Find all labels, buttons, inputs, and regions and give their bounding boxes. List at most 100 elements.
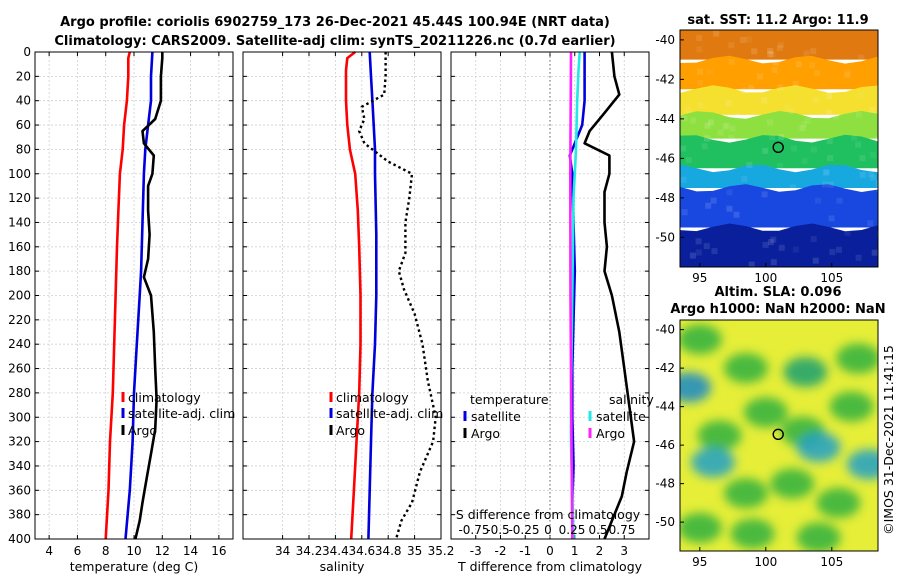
- legend-salinity-header: salinity: [609, 392, 654, 407]
- sst-texture-pixel: [769, 134, 776, 141]
- sla-eddy: [796, 522, 841, 551]
- sst-texture-pixel: [822, 181, 828, 188]
- sst-zone: [680, 184, 878, 228]
- x-tick-label: 35.2: [428, 544, 455, 558]
- sla-map-title-line2: Argo h1000: NaN h2000: NaN: [670, 302, 885, 317]
- sla-eddies: [680, 324, 878, 551]
- sst-texture-pixel: [684, 106, 691, 113]
- depth-tick-label: 260: [8, 362, 31, 376]
- legend-label-temperature-satellite: satellite: [471, 409, 521, 424]
- sst-texture-pixel: [757, 73, 763, 80]
- depth-tick-label: 380: [8, 508, 31, 522]
- sst-texture-pixel: [733, 211, 740, 218]
- lat-tick-label: -44: [655, 400, 675, 414]
- sst-texture-pixel: [778, 244, 785, 251]
- sst-texture-pixel: [697, 79, 704, 86]
- sst-texture-pixel: [708, 119, 714, 126]
- sla-eddy: [724, 478, 768, 509]
- sst-texture-pixel: [778, 134, 785, 140]
- salinity-profile-panel: 34 34.2 34.4 34.6 34.8 35 35.2 salinity climatol…: [242, 50, 455, 574]
- sst-texture-pixel: [826, 138, 833, 145]
- depth-tick-label: 80: [16, 142, 31, 156]
- depth-tick-label: 320: [8, 435, 31, 449]
- depth-tick-label: 120: [8, 191, 31, 205]
- x-tick-label: 4: [45, 544, 53, 558]
- sst-texture-pixel: [703, 135, 710, 142]
- sst-texture-pixel: [851, 134, 858, 141]
- sst-texture-pixel: [792, 246, 799, 253]
- sst-texture-pixel: [726, 189, 733, 196]
- x-tick-label: 34.6: [348, 544, 375, 558]
- x-axis-label: T difference from climatology: [457, 559, 643, 574]
- series-line-satellite-adj-clim: [124, 51, 154, 540]
- sst-texture-pixel: [870, 151, 876, 158]
- sla-eddy: [680, 512, 722, 543]
- lat-tick-label: -42: [655, 361, 675, 375]
- legend-temperature-header: temperature: [470, 392, 549, 407]
- lon-tick-label: 100: [754, 555, 777, 569]
- legend-label-salinity-satellite: satellite: [596, 409, 646, 424]
- x-tick-label: 34.8: [375, 544, 402, 558]
- x-tick-label: 34.4: [322, 544, 349, 558]
- sst-texture-pixel: [696, 68, 703, 75]
- x-tick-label: -3: [470, 544, 482, 558]
- depth-tick-label: 240: [8, 337, 31, 351]
- sst-texture-pixel: [770, 259, 777, 266]
- sst-texture-pixel: [695, 238, 702, 245]
- sst-texture-pixel: [859, 172, 866, 178]
- sst-zone: [680, 223, 878, 267]
- map-frame: [679, 29, 879, 268]
- sla-eddy: [730, 518, 775, 549]
- map-frame: [679, 319, 879, 552]
- series-line-climatology: [344, 50, 362, 540]
- sst-texture-pixel: [696, 35, 703, 41]
- series-line-climatology: [104, 51, 132, 540]
- x-tick-label: -1: [519, 544, 531, 558]
- sst-texture-pixel: [859, 155, 866, 162]
- lon-tick-label: 95: [692, 271, 707, 285]
- sst-texture-pixel: [710, 197, 717, 204]
- lat-tick-label: -48: [655, 477, 675, 491]
- sst-texture-pixel: [728, 42, 735, 49]
- figure-title-line2: Climatology: CARS2009. Satellite-adj cli…: [54, 34, 615, 49]
- sst-texture-pixel: [801, 158, 808, 165]
- sla-eddy: [724, 353, 768, 384]
- sst-texture-pixel: [726, 205, 733, 212]
- lat-tick-label: -40: [655, 323, 675, 337]
- sst-texture-pixel: [788, 108, 795, 115]
- sst-texture-pixel: [703, 243, 710, 250]
- depth-tick-label: 340: [8, 459, 31, 473]
- temperature-profile-panel: 0 20 40 60 80 100 120 140 160 180 200 220 240 260 280 3…: [8, 45, 235, 574]
- sla-eddy: [680, 324, 722, 355]
- legend-label-argo: Argo: [336, 423, 365, 438]
- sst-texture-pixel: [728, 135, 735, 141]
- x-tick-label: 2: [596, 544, 604, 558]
- sla-eddy: [691, 447, 735, 478]
- sst-texture-pixel: [812, 257, 819, 264]
- sst-texture-pixel: [827, 155, 834, 161]
- sst-texture-pixel: [855, 141, 862, 148]
- top-axis-label: S difference from climatology: [456, 507, 641, 522]
- sst-texture-pixel: [791, 145, 797, 152]
- sst-texture-pixel: [722, 123, 729, 130]
- argo-location-marker: [772, 141, 784, 154]
- sst-texture-pixel: [762, 241, 769, 248]
- sst-texture-pixel: [740, 37, 747, 43]
- top-axis-tick-label: -0.5: [486, 523, 509, 537]
- top-axis-tick-label: 0.5: [588, 523, 607, 537]
- sst-texture-pixel: [767, 239, 774, 246]
- sst-texture-pixel: [804, 117, 811, 124]
- sst-texture-pixel: [813, 96, 819, 103]
- sst-texture-pixel: [705, 202, 712, 209]
- figure-title-line1: Argo profile: coriolis 6902759_173 26-De…: [60, 15, 610, 30]
- sst-texture-pixel: [761, 97, 768, 104]
- legend-label-temperature-argo: Argo: [471, 426, 500, 441]
- sst-texture-pixel: [685, 157, 692, 164]
- lon-tick-label: 100: [754, 271, 777, 285]
- sla-eddy: [846, 449, 878, 480]
- sst-zone: [680, 30, 878, 60]
- sst-texture-pixel: [728, 58, 735, 65]
- sst-texture-pixel: [858, 54, 865, 61]
- sst-texture-pixel: [690, 117, 697, 124]
- sst-texture-pixel: [867, 220, 874, 227]
